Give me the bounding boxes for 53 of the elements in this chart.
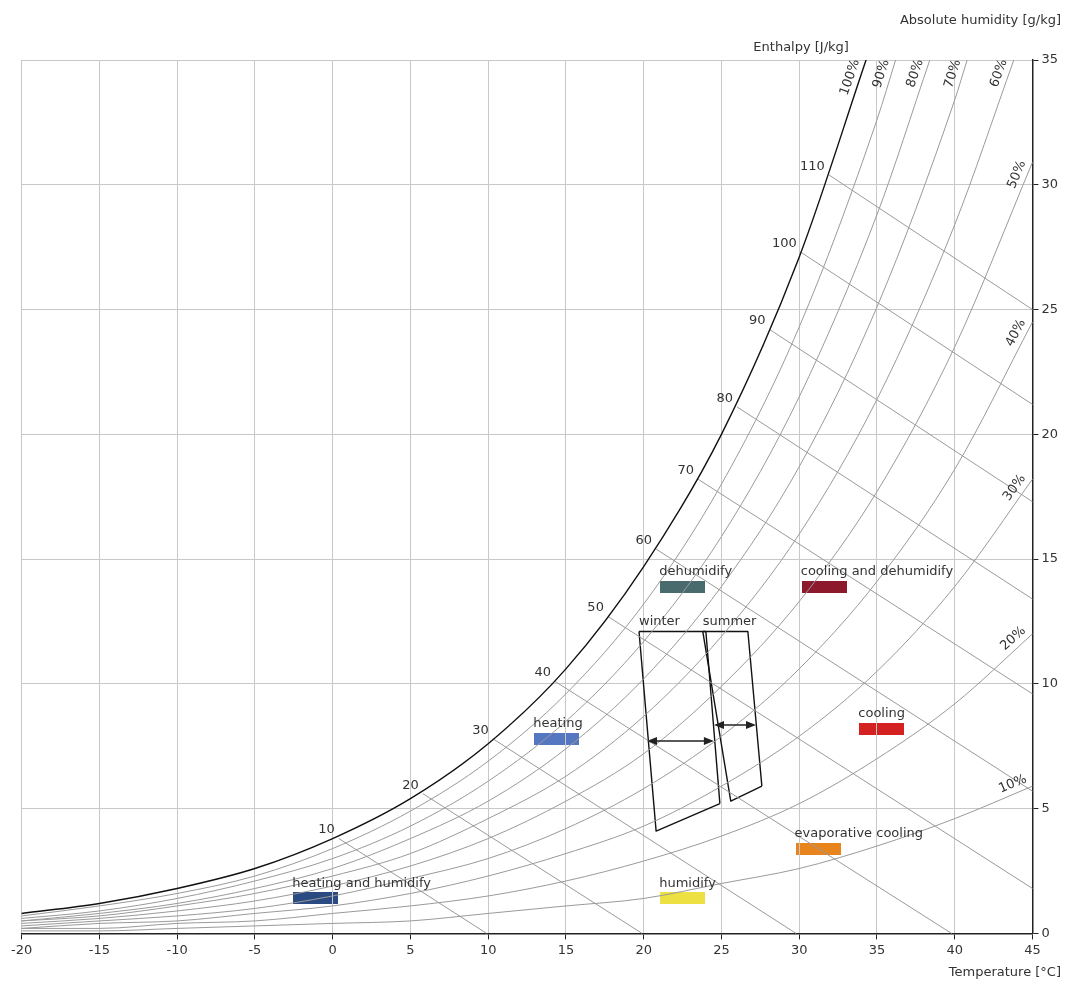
x-tick-label: 20 — [635, 941, 652, 957]
series-label: 50 — [587, 599, 604, 615]
x-tick-label: -20 — [11, 941, 33, 957]
x-tick-label: 0 — [328, 941, 337, 957]
y-tick-label: 20 — [1041, 425, 1058, 441]
x-axis-title: Temperature [°C] — [947, 963, 1061, 979]
annotation: cooling — [858, 705, 906, 721]
text: 50% — [1003, 158, 1029, 191]
annotation: heating — [533, 715, 583, 731]
x-tick-label: 5 — [406, 941, 415, 957]
series-label: winter — [639, 613, 681, 629]
x-tick-label: 25 — [713, 941, 730, 957]
x-tick-label: -10 — [166, 941, 188, 957]
x-tick-label: -15 — [88, 941, 110, 957]
annotation: dehumidify — [659, 562, 733, 578]
series-label: 60 — [635, 531, 653, 547]
series-label: 70 — [677, 462, 695, 478]
text: 90% — [868, 57, 892, 90]
x-tick-label: 35 — [868, 941, 886, 957]
series-label: 20 — [402, 776, 419, 792]
text: 10% — [996, 770, 1029, 796]
annotation: humidify — [659, 874, 717, 890]
annotation: cooling and dehumidify — [800, 562, 954, 578]
text: 100% — [836, 57, 863, 97]
series-label: 80 — [716, 389, 733, 405]
y-tick-label: 10 — [1041, 675, 1058, 691]
y-tick-label: 35 — [1041, 51, 1058, 67]
x-tick-label: 15 — [557, 941, 575, 957]
series-label: 30 — [472, 721, 489, 737]
text: 40% — [1001, 316, 1029, 349]
text: 60% — [985, 56, 1010, 89]
y-tick-label: 25 — [1041, 300, 1058, 316]
x-tick-label: 30 — [790, 941, 808, 957]
y-tick-label: 5 — [1041, 800, 1050, 815]
series-label: 110 — [799, 157, 825, 173]
series-label: summer — [702, 613, 758, 629]
y-tick-label: 30 — [1041, 176, 1058, 192]
x-tick-label: -5 — [248, 941, 262, 957]
series-label: 10 — [318, 821, 335, 837]
text: 70% — [940, 57, 964, 90]
series-label: 100 — [771, 235, 797, 251]
y-tick-label: 15 — [1041, 550, 1058, 566]
x-tick-label: 45 — [1024, 941, 1041, 957]
x-tick-label: 10 — [479, 941, 497, 957]
series-label: 40 — [534, 664, 552, 680]
y-axis-title: Absolute humidity [g/kg] — [899, 11, 1061, 27]
x-tick-label: 40 — [946, 941, 963, 957]
annotation: heating and humidify — [292, 874, 432, 890]
series-label: 90 — [749, 312, 766, 328]
text: Enthalpy [J/kg] — [753, 38, 849, 54]
text: 80% — [902, 56, 926, 90]
annotation: evaporative cooling — [794, 824, 924, 840]
y-tick-label: 0 — [1041, 924, 1050, 940]
